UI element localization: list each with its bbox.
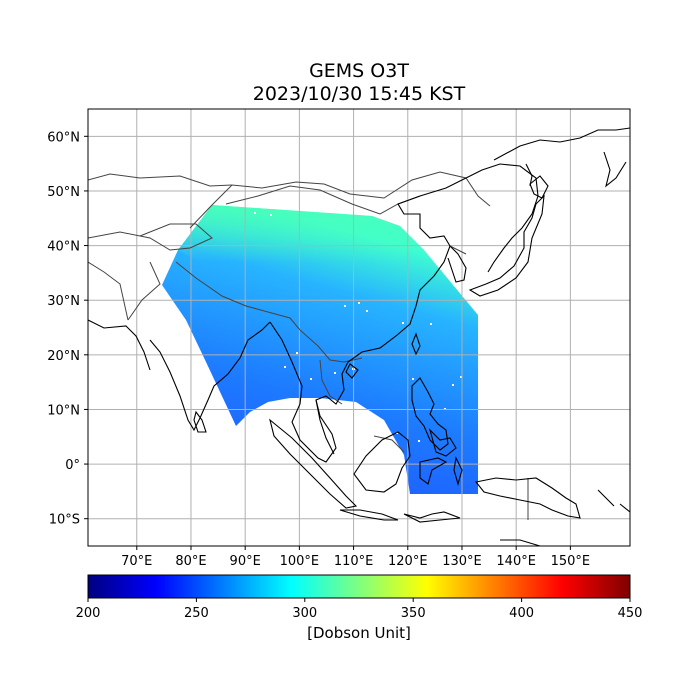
coast-malay-peninsula: [315, 399, 335, 455]
coast-russia-east: [493, 127, 630, 161]
coast-borneo: [353, 431, 411, 493]
coast-arabia: [88, 319, 151, 371]
map-subtitle: 2023/10/30 15:45 KST: [252, 83, 466, 105]
colorbar: [87, 574, 631, 599]
lat-tick-label: 10°S: [49, 513, 80, 528]
coast-india: [149, 321, 271, 432]
lon-tick-label: 140°E: [496, 554, 536, 569]
lat-tick-label: 10°N: [47, 403, 80, 418]
map-title: GEMS O3T: [309, 60, 409, 82]
border-mongolia: [225, 185, 421, 215]
lat-tick-label: 40°N: [47, 240, 80, 255]
coast-sumatra: [269, 418, 358, 509]
border-india-pak: [127, 261, 161, 321]
border-himalaya: [175, 261, 301, 331]
coast-java: [339, 509, 399, 521]
lon-tick-label: 110°E: [334, 554, 374, 569]
coast-australia-north: [500, 539, 541, 546]
lon-tick-label: 130°E: [442, 554, 482, 569]
colorbar-tick-label: 400: [509, 606, 534, 621]
coast-sakhalin: [525, 163, 533, 187]
colorbar-label: [Dobson Unit]: [307, 624, 411, 642]
longitude-ticks: 70°E 80°E 90°E 100°E 110°E 120°E 130°E 140°E 150…: [121, 546, 590, 569]
coast-korea: [447, 245, 467, 283]
lon-tick-label: 120°E: [388, 554, 428, 569]
coast-philippines-south: [428, 428, 457, 457]
colorbar-tick-label: 250: [184, 606, 209, 621]
colorbar-ticks: 200 250 300 350 400 450: [76, 598, 643, 621]
border-central-asia: [88, 223, 213, 251]
latitude-ticks: 60°N 50°N 40°N 30°N 20°N 10°N 0° 10°S: [47, 130, 88, 528]
coast-maluku: [453, 456, 463, 487]
coast-srilanka: [193, 410, 207, 433]
colorbar-tick-label: 300: [292, 606, 317, 621]
colorbar-tick-label: 450: [618, 606, 643, 621]
coast-japan: [468, 194, 545, 297]
coast-hokkaido: [529, 175, 549, 199]
lon-tick-label: 150°E: [551, 554, 591, 569]
ozone-north-band: [178, 205, 416, 262]
coast-taiwan: [411, 332, 421, 356]
lat-tick-label: 0°: [65, 458, 80, 473]
border-korea: [449, 245, 467, 255]
ozone-data-field: [162, 205, 478, 494]
coast-lesser-sunda: [403, 511, 461, 523]
coast-hainan: [345, 363, 359, 379]
graticule: [88, 109, 630, 546]
coast-kamchatka: [603, 151, 627, 188]
coastlines: [88, 127, 630, 546]
lon-tick-label: 70°E: [121, 554, 152, 569]
colorbar-tick-label: 200: [76, 606, 101, 621]
lon-tick-label: 80°E: [175, 554, 206, 569]
coast-bay-bengal-east: [269, 163, 539, 463]
coast-islands-east: [597, 489, 630, 513]
map-frame: [87, 108, 631, 547]
lon-tick-label: 100°E: [280, 554, 320, 569]
coast-philippines: [411, 377, 449, 451]
lat-tick-label: 20°N: [47, 349, 80, 364]
lat-tick-label: 60°N: [47, 130, 80, 145]
lat-tick-label: 30°N: [47, 294, 80, 309]
border-borneo: [373, 435, 405, 453]
coast-sulawesi: [419, 457, 448, 485]
lat-tick-label: 50°N: [47, 185, 80, 200]
border-thailand: [319, 359, 343, 405]
lon-tick-label: 90°E: [230, 554, 261, 569]
coast-new-guinea: [475, 477, 581, 519]
border-kazakhstan: [88, 173, 233, 187]
border-iran: [88, 261, 129, 321]
colorbar-tick-label: 350: [401, 606, 426, 621]
